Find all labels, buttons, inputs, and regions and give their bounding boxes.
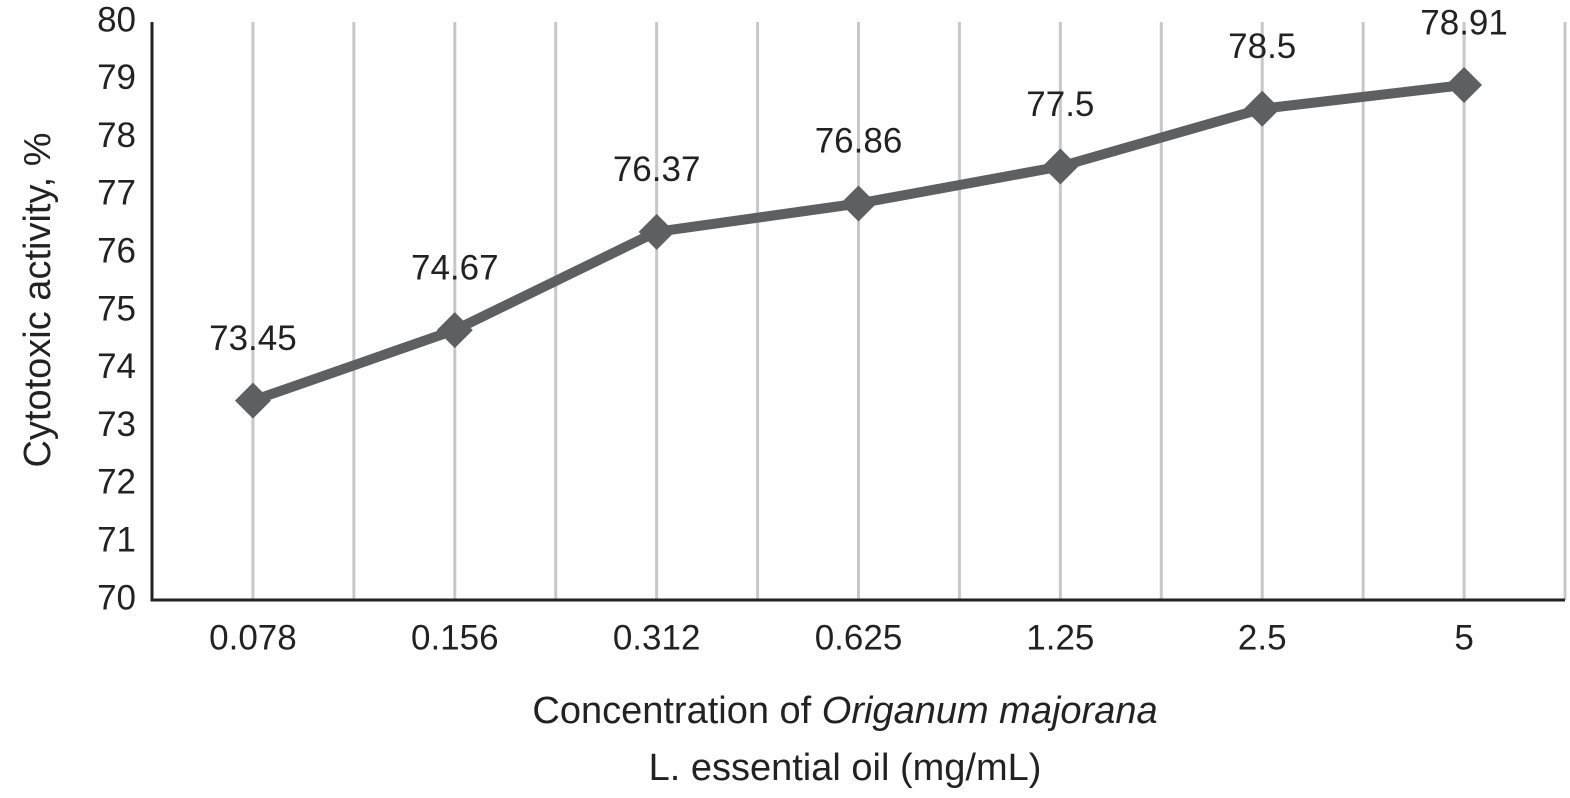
x-tick-label: 2.5 (1238, 618, 1287, 657)
x-axis-label-part: Concentration of (532, 690, 811, 732)
y-axis-label: Cytotoxic activity, % (17, 132, 59, 467)
y-tick-label: 78 (97, 116, 136, 155)
marker (1446, 67, 1483, 104)
x-tick-label: 0.078 (209, 618, 297, 657)
y-tick-label: 71 (97, 520, 136, 559)
y-tick-label: 74 (97, 347, 136, 386)
y-tick-label: 79 (97, 58, 136, 97)
marker (638, 213, 675, 250)
data-label: 74.67 (411, 248, 499, 287)
marker (436, 312, 473, 349)
data-label: 76.86 (815, 122, 903, 161)
data-label: 73.45 (209, 319, 297, 358)
marker (1244, 90, 1281, 127)
marker (234, 382, 271, 419)
data-label: 76.37 (613, 150, 701, 189)
y-tick-label: 73 (97, 405, 136, 444)
x-axis-label: L. essential oil (mg/mL) (649, 747, 1042, 789)
marker (840, 185, 877, 222)
y-tick-label: 77 (97, 174, 136, 213)
x-tick-label: 0.156 (411, 618, 499, 657)
y-tick-label: 70 (97, 578, 136, 617)
marker (1042, 148, 1079, 185)
x-axis-label-part: Origanum majorana (822, 690, 1158, 732)
y-tick-label: 75 (97, 289, 136, 328)
y-tick-label: 76 (97, 231, 136, 270)
data-label: 78.91 (1420, 3, 1508, 42)
x-axis-label: Concentration of Origanum majorana (532, 690, 1157, 732)
data-label: 77.5 (1026, 85, 1094, 124)
x-tick-label: 0.312 (613, 618, 701, 657)
data-label: 78.5 (1228, 27, 1296, 66)
x-tick-label: 0.625 (815, 618, 903, 657)
y-tick-label: 80 (97, 0, 136, 39)
x-tick-label: 1.25 (1026, 618, 1094, 657)
x-tick-label: 5 (1454, 618, 1473, 657)
grid (251, 22, 1567, 600)
y-tick-label: 72 (97, 463, 136, 502)
